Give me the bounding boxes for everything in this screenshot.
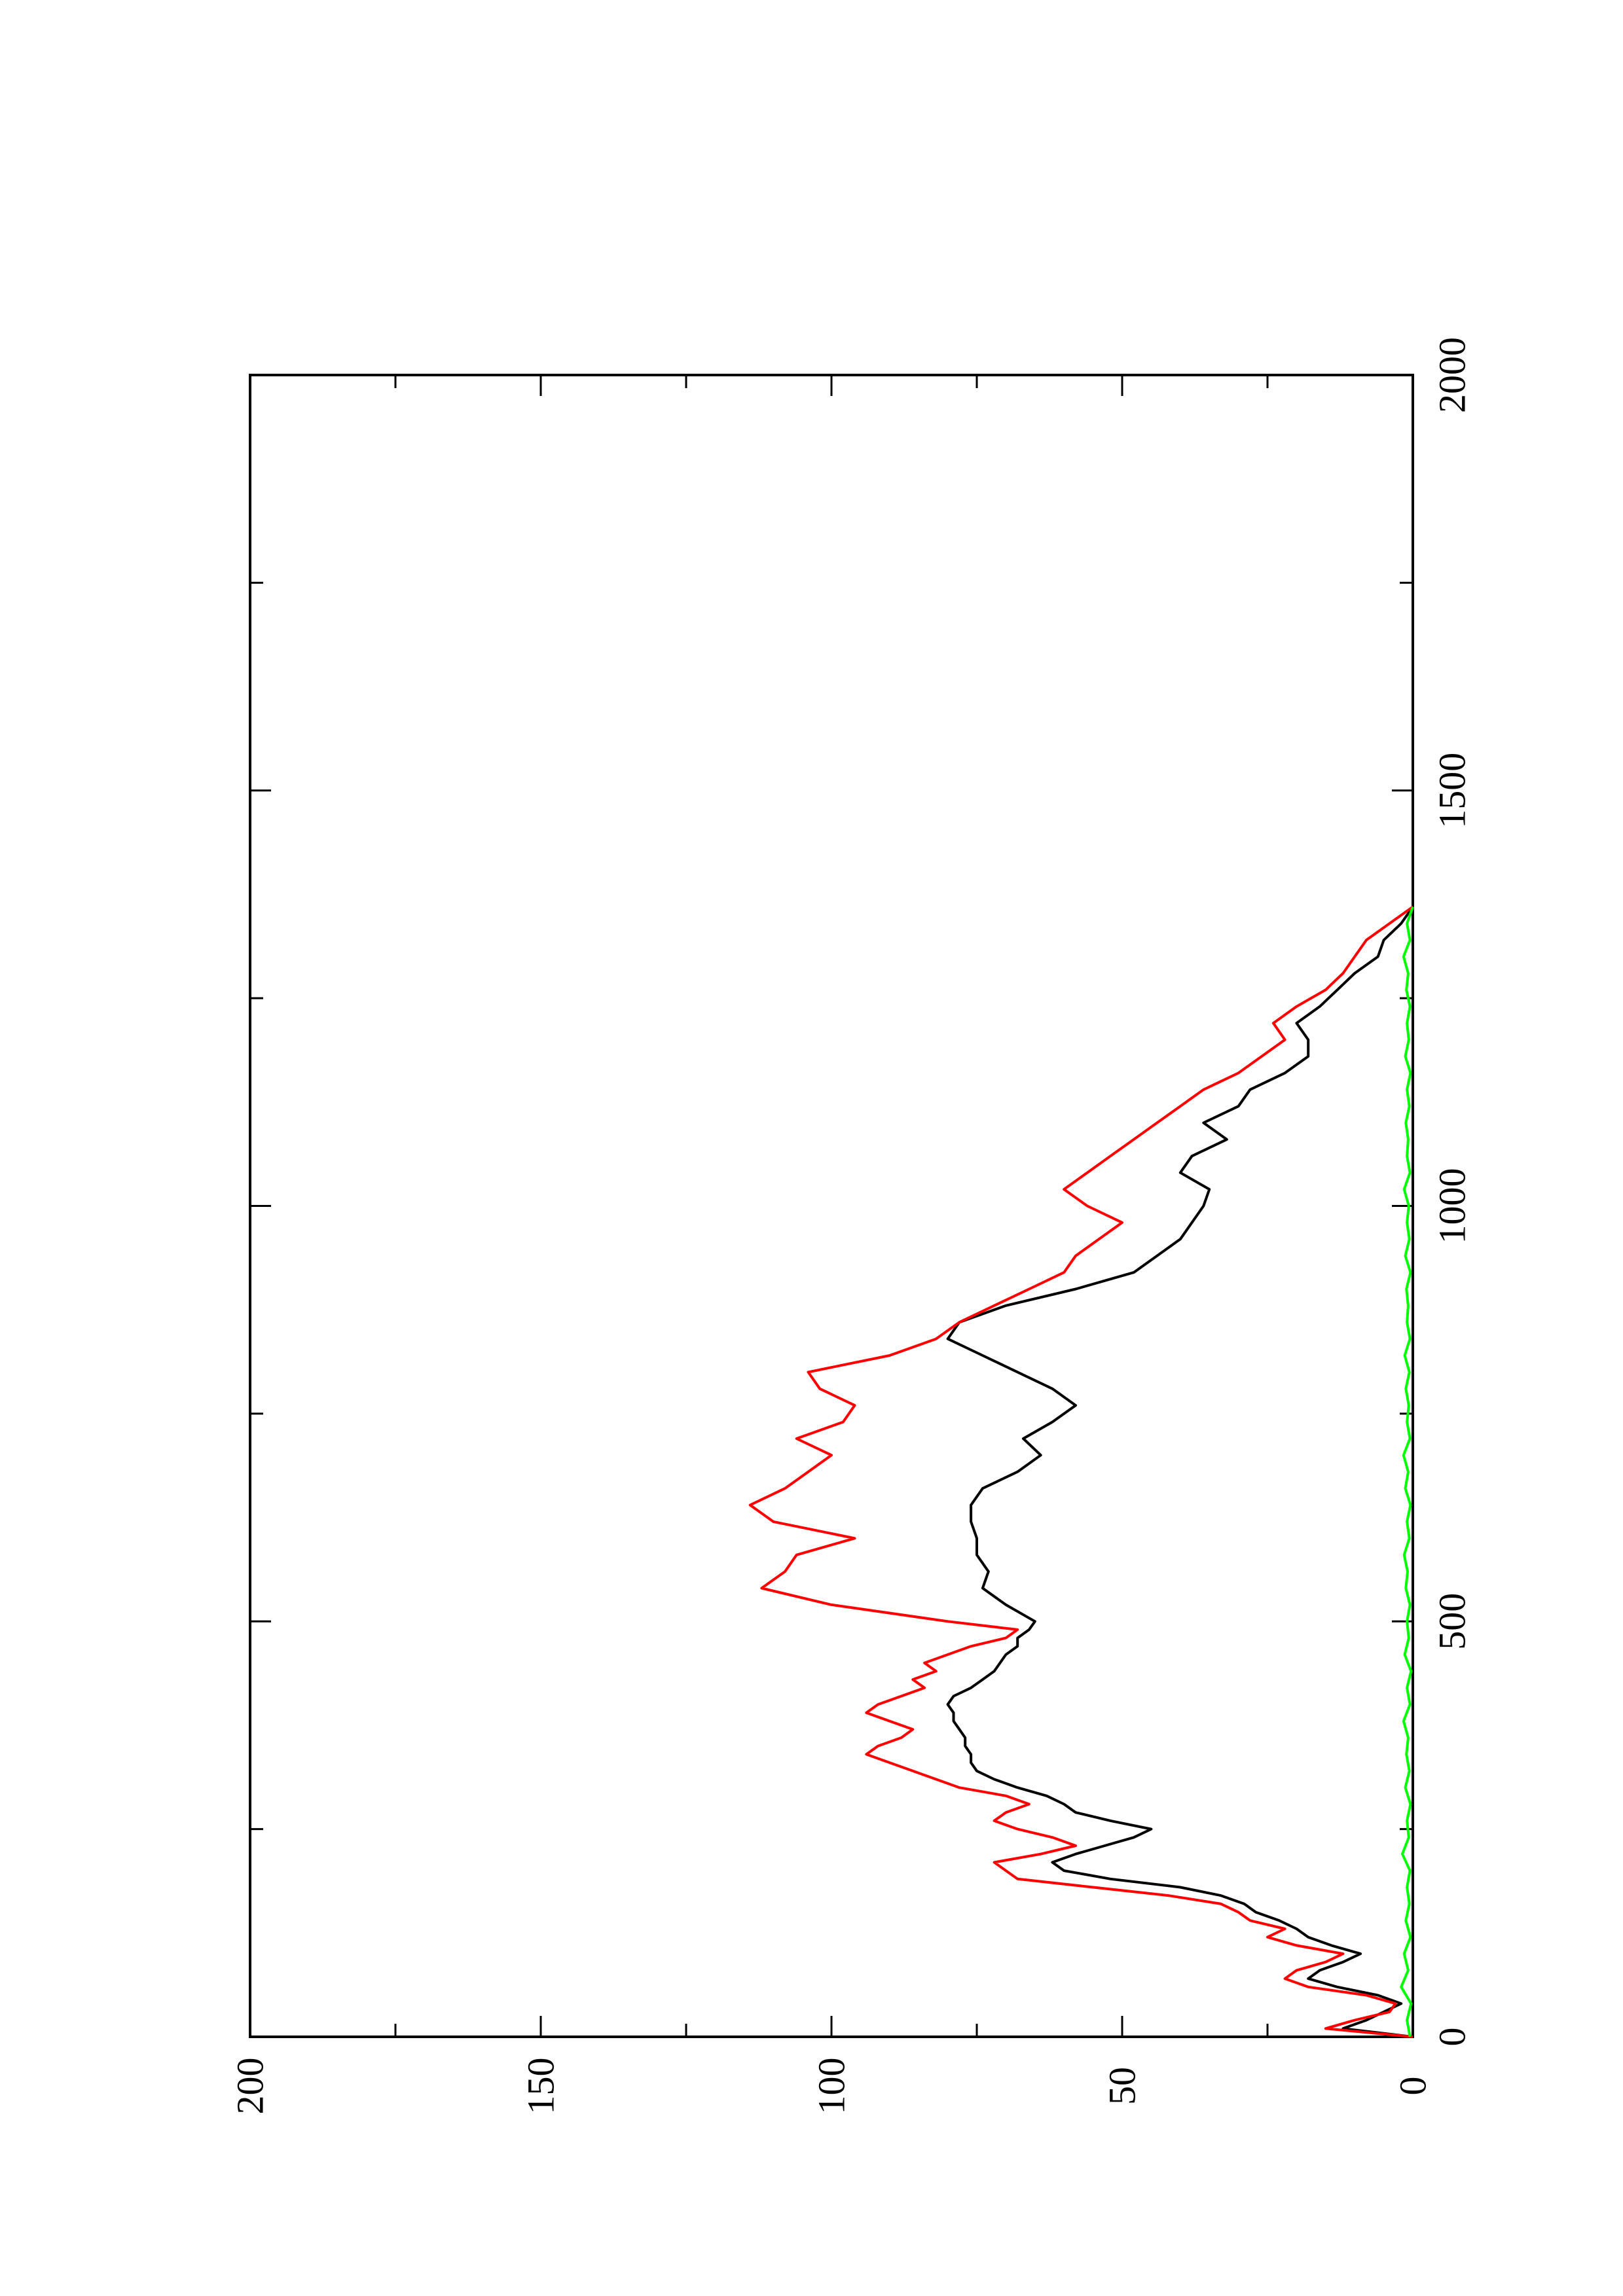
x-tick-label: 1500 <box>1431 753 1474 829</box>
series-line-1 <box>946 906 1414 2038</box>
tick-labels: 0 500 1000 1500 2000 0 50 100 150 200 <box>229 337 1474 2115</box>
y-tick-label: 50 <box>1101 2067 1144 2105</box>
x-tick-label: 0 <box>1431 2028 1474 2047</box>
series-layer <box>748 905 1414 2038</box>
x-tick-label: 2000 <box>1431 337 1474 413</box>
x-tick-label: 500 <box>1431 1593 1474 1650</box>
y-tick-label: 100 <box>811 2058 853 2115</box>
plot-frame <box>249 374 1414 2038</box>
y-tick-label: 200 <box>229 2058 272 2115</box>
axis-ticks <box>249 374 1414 2038</box>
y-tick-label: 0 <box>1392 2077 1434 2096</box>
x-tick-label: 1000 <box>1431 1168 1474 1244</box>
series-line-2 <box>748 905 1414 2038</box>
y-tick-label: 150 <box>520 2058 562 2115</box>
series-line-3 <box>1400 906 1414 2037</box>
